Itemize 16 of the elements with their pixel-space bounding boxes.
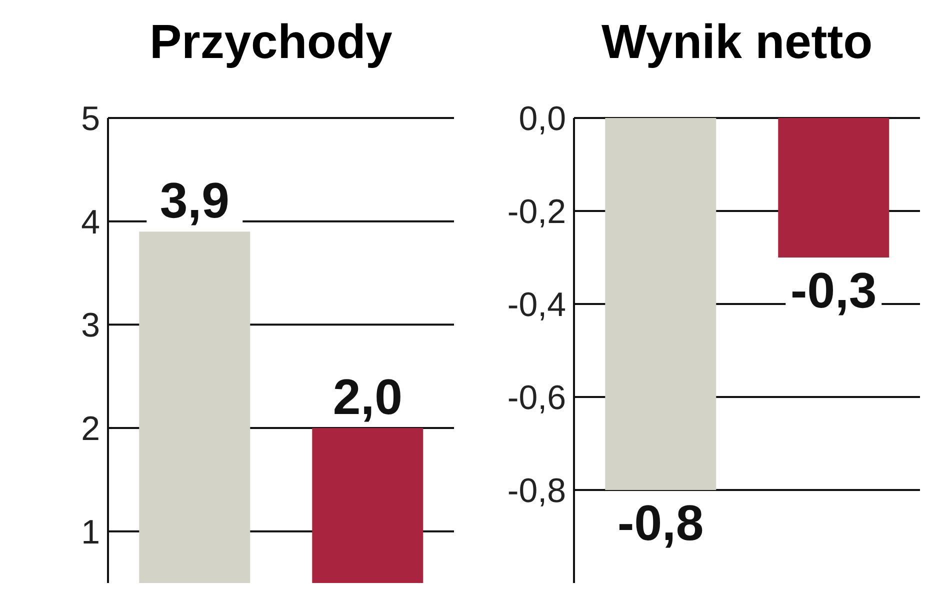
y-tick-label: 4 <box>81 203 100 242</box>
y-tick-label: 5 <box>81 100 100 138</box>
data-label: -0,3 <box>790 262 877 318</box>
y-tick-label: 0,0 <box>518 100 566 138</box>
data-label: 2,0 <box>332 369 402 425</box>
data-label: 3,9 <box>160 172 230 229</box>
y-tick-label: -0,2 <box>507 193 566 232</box>
y-tick-label: 2 <box>81 410 100 448</box>
chart-title: Wynik netto <box>600 15 874 71</box>
y-tick-label: -0,4 <box>507 286 566 324</box>
y-tick-label: -0,8 <box>507 472 566 510</box>
y-tick-label: -0,6 <box>507 379 566 418</box>
y-tick-label: 3 <box>81 306 100 345</box>
data-label: -0,8 <box>618 495 704 551</box>
y-tick-label: 1 <box>81 513 100 552</box>
chart-title: Przychody <box>148 15 394 71</box>
